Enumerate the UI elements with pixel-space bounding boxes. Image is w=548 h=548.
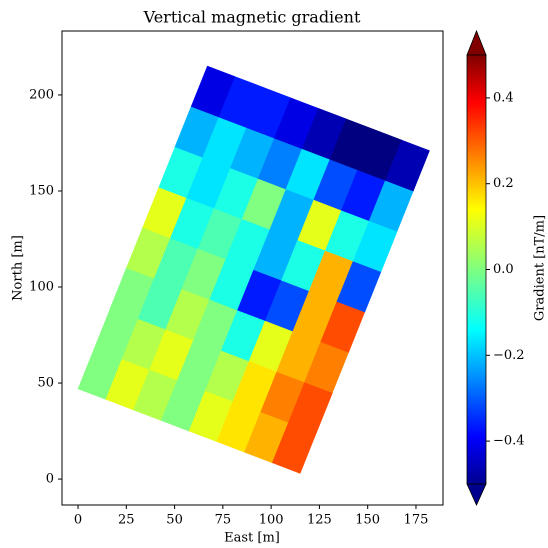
x-tick-label: 25: [118, 513, 135, 528]
y-tick-label: 150: [29, 183, 54, 198]
colorbar-tick-label: 0.0: [493, 262, 514, 277]
x-tick-label: 0: [74, 513, 82, 528]
plot-frame: [61, 30, 444, 506]
x-tick-label: 100: [259, 513, 284, 528]
colorbar-extend-top: [466, 29, 487, 56]
y-axis-label: North [m]: [11, 235, 26, 301]
x-tick-label: 125: [307, 513, 332, 528]
y-tick-label: 200: [29, 87, 54, 102]
colorbar-tick-label: 0.4: [493, 90, 514, 105]
x-tick-label: 50: [166, 513, 183, 528]
x-tick-label: 150: [355, 513, 380, 528]
x-tick-label: 175: [404, 513, 429, 528]
data-cell: [385, 139, 430, 192]
colorbar-tick-label: −0.2: [493, 348, 525, 363]
y-tick-label: 0: [46, 472, 54, 487]
colorbar-extend-bottom: [466, 483, 487, 506]
chart-title: Vertical magnetic gradient: [143, 8, 361, 27]
y-tick-label: 100: [29, 280, 54, 295]
x-axis-label: East [m]: [224, 531, 280, 546]
colorbar-label: Gradient [nT/m]: [533, 215, 548, 321]
survey-data: [77, 65, 430, 474]
colorbar-tick-label: 0.2: [493, 176, 514, 191]
colorbar: [466, 54, 487, 485]
x-tick-label: 75: [215, 513, 232, 528]
y-tick-label: 50: [37, 376, 54, 391]
colorbar-tick-label: −0.4: [493, 434, 525, 449]
